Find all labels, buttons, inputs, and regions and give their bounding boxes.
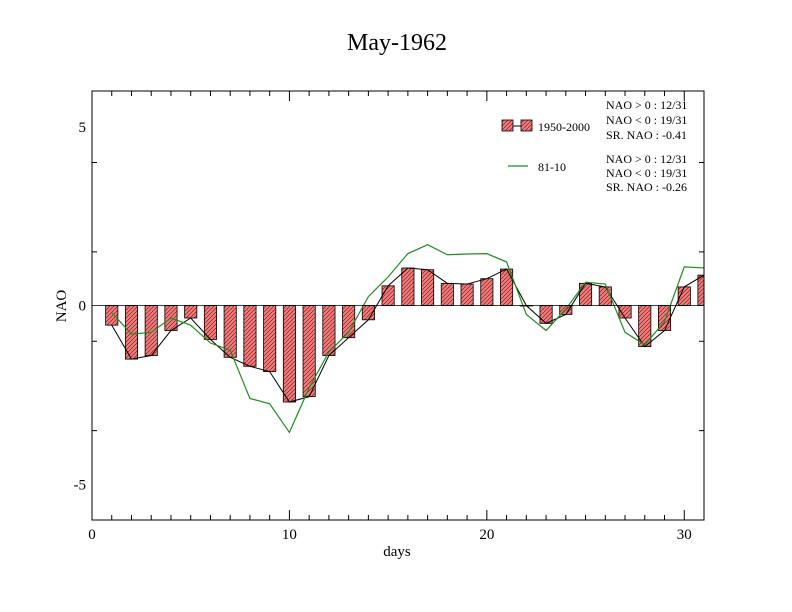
series-line-81-10 bbox=[111, 244, 704, 434]
y-tick-label: 5 bbox=[79, 120, 87, 136]
legend-swatch-1950-2000 bbox=[520, 119, 533, 132]
bar-point bbox=[697, 274, 704, 306]
legend-stat-1950-2000: NAO > 0 : 12/31 bbox=[606, 98, 687, 112]
plot-area bbox=[105, 244, 704, 434]
bar-point bbox=[263, 305, 277, 373]
x-tick-label: 10 bbox=[282, 527, 297, 543]
x-tick-label: 0 bbox=[88, 527, 96, 543]
bar-point bbox=[598, 286, 612, 306]
legend-stat-1950-2000: SR. NAO : -0.41 bbox=[606, 128, 687, 142]
bar-point bbox=[480, 278, 494, 306]
y-axis-label: NAO bbox=[54, 290, 70, 323]
x-tick-label: 20 bbox=[479, 527, 494, 543]
bar-point bbox=[282, 305, 296, 403]
legend-swatch-1950-2000 bbox=[501, 119, 514, 132]
axes: 0 10 20 30 -5 0 5 bbox=[74, 90, 705, 543]
y-tick-label: -5 bbox=[74, 477, 87, 493]
bar-point bbox=[539, 305, 553, 324]
bar-point bbox=[105, 305, 119, 326]
legend-stat-81-10: NAO > 0 : 12/31 bbox=[606, 152, 687, 166]
bar-point bbox=[381, 285, 395, 306]
bar-point bbox=[243, 305, 257, 367]
bar-point bbox=[440, 282, 454, 306]
legend-stat-81-10: SR. NAO : -0.26 bbox=[606, 180, 687, 194]
legend-stat-81-10: NAO < 0 : 19/31 bbox=[606, 166, 687, 180]
bar-point bbox=[401, 267, 415, 306]
bar-point bbox=[302, 305, 316, 398]
y-tick-label: 0 bbox=[79, 299, 87, 315]
x-axis-label: days bbox=[383, 544, 411, 560]
x-tick-label: 30 bbox=[677, 527, 692, 543]
legend-label-81-10: 81-10 bbox=[538, 160, 566, 174]
series-line-1950-2000 bbox=[111, 267, 704, 403]
chart-title: May-1962 bbox=[347, 30, 447, 56]
legend-label-1950-2000: 1950-2000 bbox=[538, 120, 590, 134]
legend-stat-1950-2000: NAO < 0 : 19/31 bbox=[606, 113, 687, 127]
bar-point bbox=[184, 305, 198, 319]
bar-point bbox=[144, 305, 158, 356]
bar-point bbox=[421, 269, 435, 306]
bar-point bbox=[579, 282, 593, 306]
bar-point bbox=[460, 283, 474, 306]
